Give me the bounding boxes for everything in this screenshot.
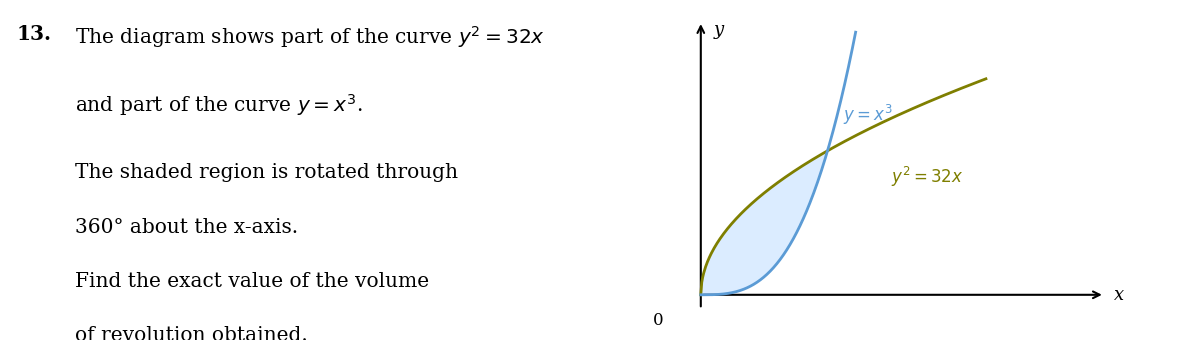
Text: y: y: [714, 21, 724, 39]
Text: $y^2 = 32x$: $y^2 = 32x$: [890, 165, 964, 189]
Text: The shaded region is rotated through: The shaded region is rotated through: [74, 163, 457, 182]
Text: of revolution obtained.: of revolution obtained.: [74, 326, 307, 340]
Text: $y = x^3$: $y = x^3$: [844, 103, 893, 127]
Text: 360° about the x-axis.: 360° about the x-axis.: [74, 218, 298, 237]
Text: x: x: [1115, 286, 1124, 304]
Text: 0: 0: [653, 311, 664, 328]
Text: The diagram shows part of the curve $y^2 = 32x$: The diagram shows part of the curve $y^2…: [74, 24, 545, 50]
Text: 13.: 13.: [17, 24, 52, 44]
Text: and part of the curve $y = x^3$.: and part of the curve $y = x^3$.: [74, 92, 362, 118]
Text: Find the exact value of the volume: Find the exact value of the volume: [74, 272, 428, 291]
Polygon shape: [701, 151, 828, 295]
